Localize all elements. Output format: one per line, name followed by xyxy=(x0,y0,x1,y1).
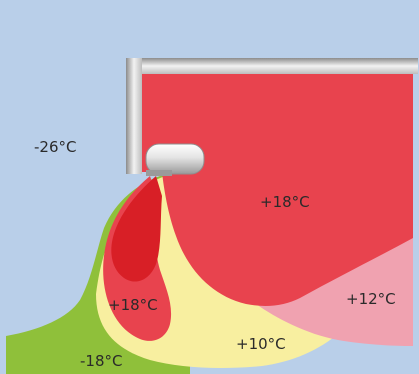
wall-frame-side xyxy=(126,58,142,174)
air-curtain-nozzle xyxy=(145,143,205,175)
cold-temp-label: -18°C xyxy=(80,352,122,370)
jet-lower-temp-label: +18°C xyxy=(108,296,158,314)
nozzle-outlet xyxy=(146,170,172,176)
wall-frame-top xyxy=(126,58,418,74)
outside-temp-label: -26°C xyxy=(34,138,76,156)
jet-core-zone xyxy=(111,176,162,282)
room-temp-label: +18°C xyxy=(260,193,310,211)
room-zone xyxy=(134,72,413,306)
mild-temp-label: +10°C xyxy=(236,335,286,353)
warm-temp-label: +12°C xyxy=(346,290,396,308)
